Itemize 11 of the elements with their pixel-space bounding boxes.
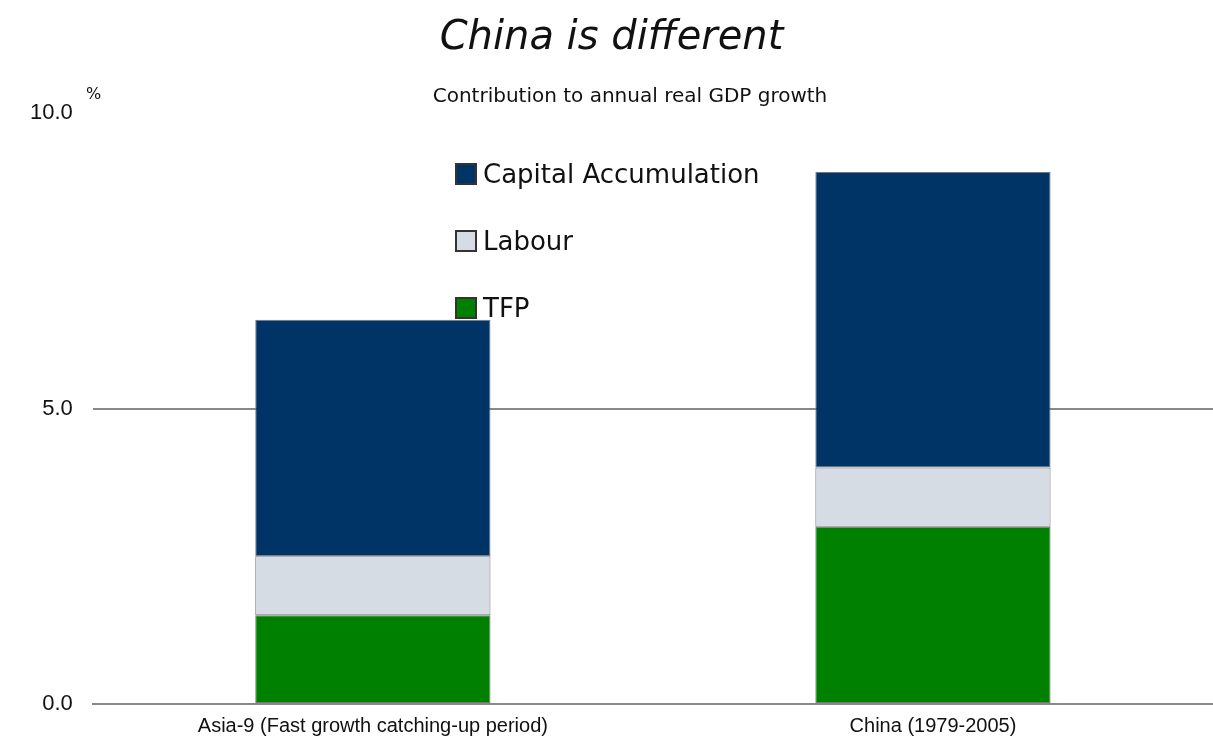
chart-subtitle: Contribution to annual real GDP growth [432, 83, 828, 108]
y-tick-label: 0.0 [42, 690, 73, 716]
chart-title: China is different [439, 12, 785, 59]
x-tick-label: China (1979-2005) [849, 713, 1017, 736]
y-tick-label: 10.0 [29, 99, 73, 125]
legend-label: Capital Accumulation [483, 158, 760, 189]
y-tick-label: 5.0 [42, 394, 73, 420]
x-tick-label: Asia-9 (Fast growth catching-up period) [197, 713, 548, 736]
legend-label: TFP [483, 292, 530, 323]
legend-label: Labour [483, 225, 573, 256]
y-axis-title: % [86, 84, 102, 104]
